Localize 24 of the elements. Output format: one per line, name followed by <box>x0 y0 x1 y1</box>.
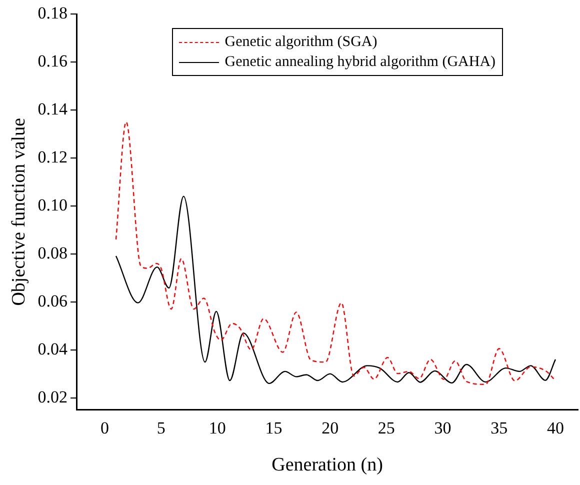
x-tick-label: 30 <box>434 418 452 438</box>
x-tick-label: 25 <box>378 418 395 438</box>
y-tick-label: 0.08 <box>38 243 68 262</box>
y-tick-label: 0.14 <box>38 99 68 118</box>
line-series <box>115 121 556 385</box>
y-tick-label: 0.18 <box>38 3 68 22</box>
y-tick-label: 0.06 <box>38 291 68 310</box>
x-tick-label: 20 <box>322 418 339 438</box>
line-series <box>115 196 556 384</box>
y-tick-label: 0.12 <box>38 147 68 166</box>
y-tick-label: 0.02 <box>38 387 68 406</box>
legend-label: Genetic annealing hybrid algorithm (GAHA) <box>224 53 496 72</box>
y-tick-label: 0.10 <box>38 195 68 214</box>
legend-label: Genetic algorithm (SGA) <box>224 33 378 52</box>
x-tick-label: 10 <box>208 418 226 438</box>
x-axis-title: Generation (n) <box>272 454 383 476</box>
x-tick-label: 0 <box>100 418 109 438</box>
x-tick-label: 5 <box>156 418 166 438</box>
y-axis-title: Objective function value <box>8 118 30 306</box>
x-tick-label: 35 <box>490 418 508 438</box>
x-tick-label: 15 <box>265 418 282 438</box>
x-tick-label: 40 <box>546 418 564 438</box>
y-tick-label: 0.16 <box>38 51 68 70</box>
y-tick-label: 0.04 <box>38 339 68 358</box>
